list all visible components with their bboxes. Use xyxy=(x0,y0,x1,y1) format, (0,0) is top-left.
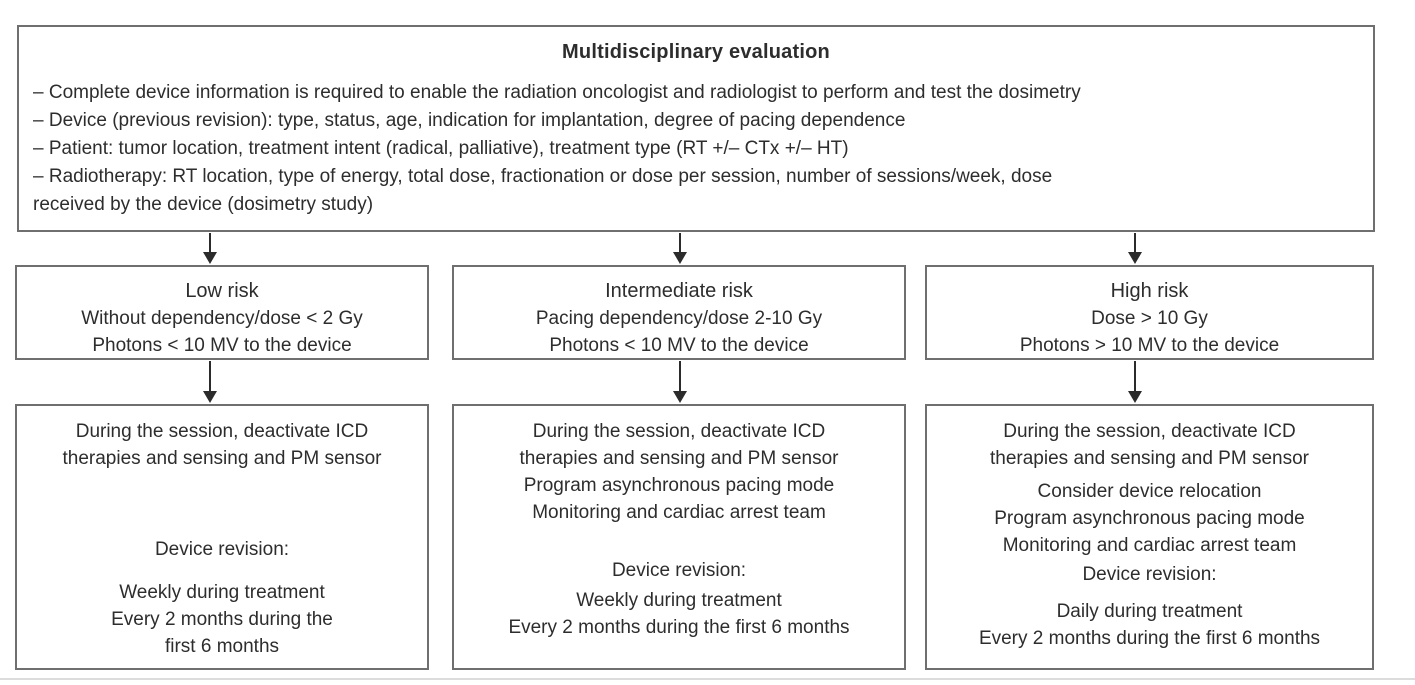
arrow-head xyxy=(673,252,687,264)
arrow-down-icon xyxy=(1128,361,1142,403)
device-revision-label: Device revision: xyxy=(154,539,290,560)
bullet-line: – Patient: tumor location, treatment int… xyxy=(33,138,849,159)
top-box-title: Multidisciplinary evaluation xyxy=(562,41,830,63)
action-line: During the session, deactivate ICD xyxy=(75,421,369,442)
risk-criterion: Photons < 10 MV to the device xyxy=(92,335,352,356)
action-line: Consider device relocation xyxy=(1037,481,1262,502)
high-risk-action-box: During the session, deactivate ICD thera… xyxy=(925,404,1374,670)
device-revision-label: Device revision: xyxy=(1082,564,1217,585)
arrow-stem xyxy=(679,233,681,253)
bullet-line: – Device (previous revision): type, stat… xyxy=(33,110,906,131)
action-line: Monitoring and cardiac arrest team xyxy=(532,502,826,523)
revision-schedule-line: Weekly during treatment xyxy=(119,582,325,603)
arrow-stem xyxy=(1134,233,1136,253)
action-line: Program asynchronous pacing mode xyxy=(523,475,835,496)
arrow-head xyxy=(203,391,217,403)
low-risk-action-box: During the session, deactivate ICD thera… xyxy=(15,404,429,670)
device-revision-label: Device revision: xyxy=(611,560,747,581)
arrow-stem xyxy=(679,361,681,392)
risk-criterion: Pacing dependency/dose 2-10 Gy xyxy=(535,308,823,329)
revision-schedule-line: Daily during treatment xyxy=(1056,601,1243,622)
risk-box-title: High risk xyxy=(1110,280,1189,302)
arrow-stem xyxy=(209,361,211,392)
revision-schedule-line: Every 2 months during the first 6 months xyxy=(978,628,1321,649)
arrow-stem xyxy=(209,233,211,253)
risk-criterion: Photons > 10 MV to the device xyxy=(1019,335,1280,356)
bullet-line-continuation: received by the device (dosimetry study) xyxy=(33,194,374,215)
action-line: Program asynchronous pacing mode xyxy=(994,508,1305,529)
arrow-down-icon xyxy=(1128,233,1142,264)
intermediate-risk-box: Intermediate risk Pacing dependency/dose… xyxy=(452,265,906,360)
high-risk-box: High risk Dose > 10 Gy Photons > 10 MV t… xyxy=(925,265,1374,360)
low-risk-box: Low risk Without dependency/dose < 2 Gy … xyxy=(15,265,429,360)
risk-criterion: Photons < 10 MV to the device xyxy=(549,335,809,356)
page-edge-line xyxy=(0,678,1415,680)
action-line: During the session, deactivate ICD xyxy=(532,421,826,442)
arrow-down-icon xyxy=(203,361,217,403)
arrow-down-icon xyxy=(203,233,217,264)
intermediate-risk-action-box: During the session, deactivate ICD thera… xyxy=(452,404,906,670)
multidisciplinary-evaluation-box: Multidisciplinary evaluation – Complete … xyxy=(17,25,1375,232)
risk-criterion: Dose > 10 Gy xyxy=(1091,308,1208,329)
action-line: During the session, deactivate ICD xyxy=(1003,421,1296,442)
arrow-head xyxy=(203,252,217,264)
revision-schedule-line: first 6 months xyxy=(164,636,280,657)
action-line: therapies and sensing and PM sensor xyxy=(519,448,839,469)
arrow-down-icon xyxy=(673,233,687,264)
action-line: Monitoring and cardiac arrest team xyxy=(1002,535,1297,556)
top-box-bullet-list: – Complete device information is require… xyxy=(33,79,1359,219)
bullet-line: – Complete device information is require… xyxy=(33,82,1081,103)
action-line: therapies and sensing and PM sensor xyxy=(62,448,382,469)
revision-schedule-line: Weekly during treatment xyxy=(576,590,782,611)
revision-schedule-line: Every 2 months during the first 6 months xyxy=(508,617,850,638)
arrow-down-icon xyxy=(673,361,687,403)
arrow-head xyxy=(1128,252,1142,264)
arrow-head xyxy=(673,391,687,403)
risk-criterion: Without dependency/dose < 2 Gy xyxy=(81,308,363,329)
arrow-head xyxy=(1128,391,1142,403)
risk-box-title: Low risk xyxy=(185,280,259,302)
revision-schedule-line: Every 2 months during the xyxy=(111,609,333,630)
bullet-line: – Radiotherapy: RT location, type of ene… xyxy=(33,166,1053,187)
risk-box-title: Intermediate risk xyxy=(605,280,753,302)
arrow-stem xyxy=(1134,361,1136,392)
action-line: therapies and sensing and PM sensor xyxy=(990,448,1309,469)
